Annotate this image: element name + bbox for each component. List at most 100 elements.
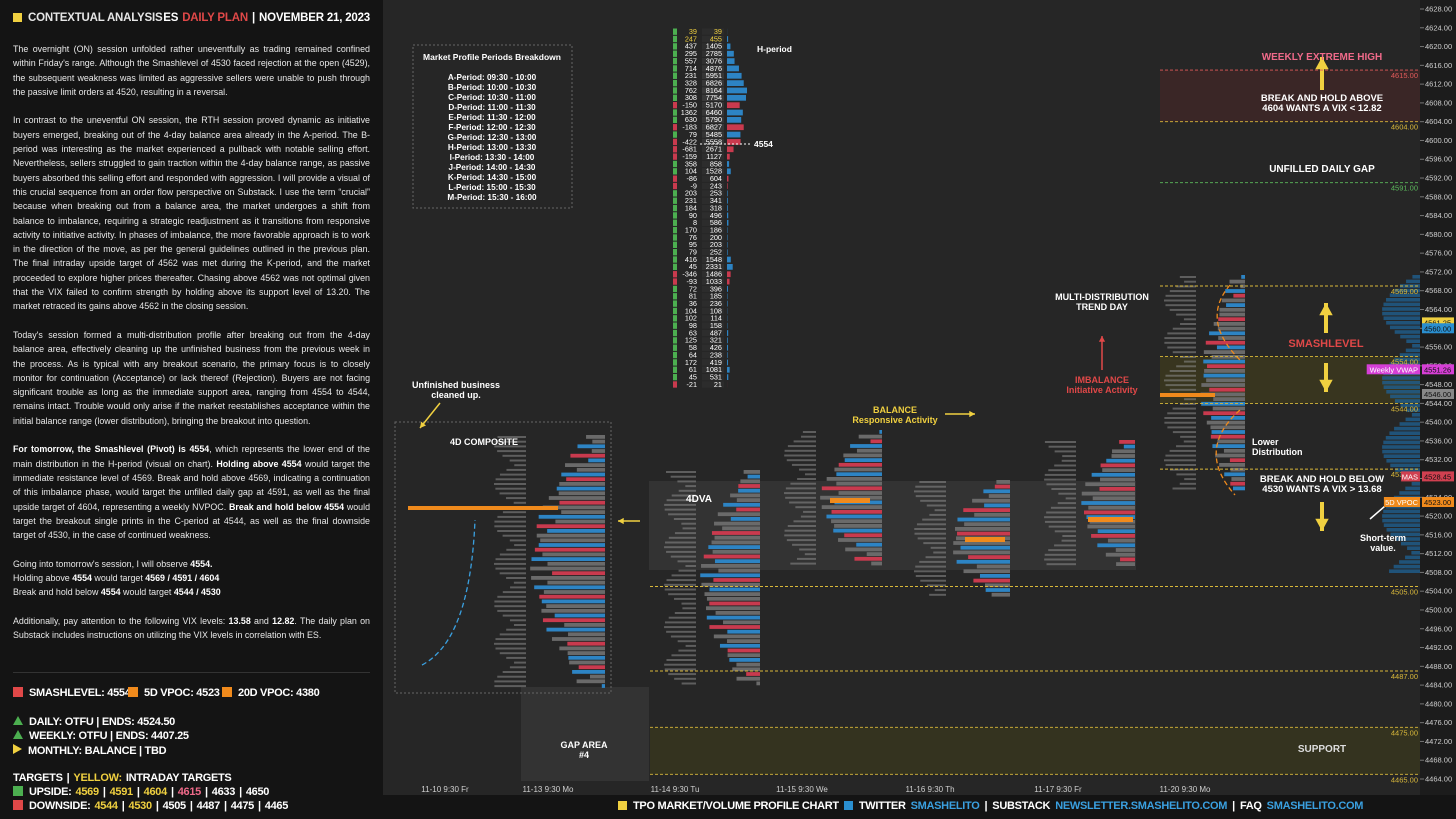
tpo-row: [796, 557, 816, 560]
text: would target: [91, 572, 146, 583]
profile-row: [729, 658, 760, 662]
analysis-panel: CONTEXTUAL ANALYSIS ES DAILY PLAN | NOVEMBE…: [0, 0, 383, 819]
y-tick-label: 4504.00: [1425, 587, 1452, 596]
level-label: 4591.00: [1391, 184, 1418, 193]
trend: MONTHLY: BALANCE | TBD: [13, 744, 167, 757]
tpo-row: [668, 513, 696, 516]
volume-cell: [702, 219, 724, 226]
volume-bar: [727, 102, 740, 109]
profile-row: [592, 439, 605, 444]
profile-row: [589, 674, 605, 679]
tpo-row: [926, 504, 946, 507]
annotation: 4DVA: [686, 494, 712, 505]
profile-row: [871, 561, 882, 566]
price-tag: [1422, 389, 1454, 399]
separator: |: [170, 786, 174, 798]
volume: 5485: [706, 130, 722, 139]
profile-row: [831, 509, 882, 514]
volume-profile-row: [1386, 321, 1420, 325]
profile-row: [547, 529, 605, 533]
tpo-row: [1046, 511, 1076, 514]
volume-cell: [702, 381, 724, 388]
volume-cell: [702, 57, 724, 65]
tpo-row: [1164, 379, 1196, 382]
separator: |: [205, 786, 208, 798]
profile-row: [567, 641, 605, 646]
tpo-row: [664, 583, 696, 586]
volume: 21: [714, 380, 722, 389]
delta-swatch: [673, 102, 677, 109]
tpo-row: [1044, 441, 1076, 443]
text: DAILY: OTFU | ENDS: 4524.50: [29, 716, 175, 728]
volume-bar: [727, 197, 728, 204]
profile-row: [559, 500, 605, 505]
tpo-row: [1169, 388, 1196, 391]
tpo-row: [1054, 450, 1076, 453]
profile-row: [538, 514, 605, 519]
profile-row: [1081, 491, 1135, 496]
volume: 426: [710, 343, 722, 352]
profile-row: [714, 521, 760, 526]
delta: -93: [686, 277, 697, 286]
delta-swatch: [673, 79, 677, 87]
highlight: [965, 537, 1005, 542]
tpo-row: [671, 494, 696, 497]
gap-area: [521, 687, 649, 781]
period: F-Period: 12:00 - 12:30: [448, 123, 536, 132]
volume-bar: [727, 183, 728, 189]
tpo-row: [1048, 445, 1076, 448]
level-summary: 5D VPOC: 4523: [128, 687, 220, 699]
profile-row: [1231, 477, 1245, 481]
profile-row: [1210, 425, 1245, 430]
profile-row: [561, 472, 605, 477]
tpo-row: [1165, 454, 1196, 457]
volume-bar: [727, 366, 730, 373]
profile-row: [1233, 293, 1245, 298]
profile-row: [843, 453, 882, 458]
volume-profile-row: [1394, 357, 1420, 362]
volume: 396: [710, 284, 722, 293]
profile-row: [838, 462, 882, 467]
tpo-row: [784, 449, 816, 452]
volume: 419: [710, 358, 722, 367]
delta-swatch: [673, 249, 677, 256]
delta: 45: [689, 372, 697, 381]
volume: 1486: [706, 270, 722, 279]
tpo-row: [1180, 323, 1196, 325]
volume-bar: [727, 249, 728, 256]
tpo-row: [914, 532, 946, 535]
delta-swatch: [673, 182, 677, 190]
profile-row: [531, 557, 605, 561]
volume: 114: [710, 314, 722, 323]
period: C-Period: 10:30 - 11:00: [448, 93, 536, 102]
tpo-row: [509, 539, 526, 542]
tpo-row: [1044, 558, 1076, 561]
delta-swatch: [673, 256, 677, 263]
volume-bar: [727, 175, 729, 182]
zone: [1160, 70, 1420, 122]
delta: 98: [689, 321, 697, 330]
profile-row: [1081, 501, 1135, 505]
bold-text: Break and hold below 4554: [228, 501, 345, 512]
profile-row: [956, 559, 1010, 564]
profile-row: [1085, 482, 1135, 487]
delta: -422: [682, 137, 697, 146]
profile-row: [866, 552, 882, 556]
profile-row: [568, 655, 605, 660]
tag-name: Weekly VWAP: [1370, 365, 1418, 374]
tpo-row: [1044, 520, 1076, 523]
volume: 1127: [706, 152, 722, 161]
y-tick-label: 4508.00: [1425, 568, 1452, 577]
volume: 6460: [706, 108, 722, 117]
annotation: BALANCE: [873, 405, 917, 415]
profile-row: [1116, 562, 1135, 566]
tpo-row: [1176, 313, 1196, 316]
tpo-row: [802, 431, 816, 433]
volume-bar: [727, 219, 729, 226]
volume-profile-row: [1399, 422, 1420, 426]
tpo-row: [678, 569, 696, 572]
volume-cell: [702, 359, 724, 366]
text: YELLOW:: [73, 772, 122, 784]
tpo-row: [664, 626, 696, 629]
volume: 2785: [706, 49, 722, 58]
